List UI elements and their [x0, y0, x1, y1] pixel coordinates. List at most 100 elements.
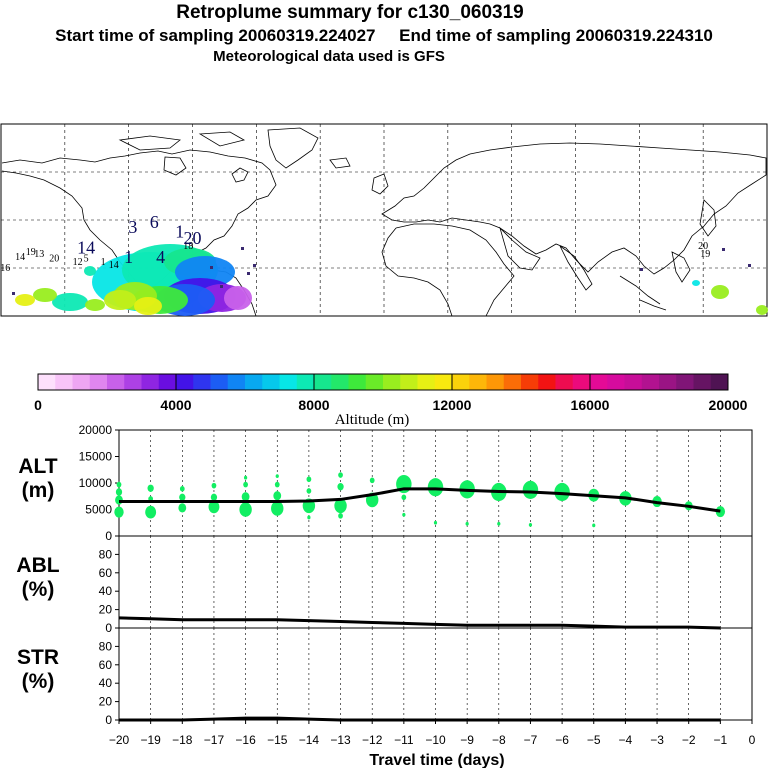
colorbar-swatch [314, 374, 332, 390]
cluster-label: 14 [15, 252, 25, 263]
plume-blob [224, 286, 252, 310]
x-tick-label: −17 [204, 733, 225, 747]
alt-panel: 0 5000 10000 15000 20000 ALT(m) [18, 423, 753, 543]
panel-label: (%) [22, 578, 55, 601]
panel-label: (m) [22, 479, 55, 502]
cluster-label-large: 1 [175, 222, 184, 242]
colorbar-swatch [383, 374, 401, 390]
colorbar-swatch [279, 374, 298, 390]
colorbar-swatch [434, 374, 453, 390]
altitude-point [306, 476, 312, 483]
y-tick-label: 10000 [79, 476, 113, 490]
plume-blob [52, 293, 88, 311]
figure-title: Retroplume summary for c130_060319 [176, 2, 524, 23]
cluster-label: 19 [26, 247, 36, 258]
colorbar-swatch [641, 374, 660, 390]
x-tick-label: −3 [650, 733, 664, 747]
y-tick-label: 15000 [79, 450, 113, 464]
x-tick-label: −6 [555, 733, 569, 747]
colorbar-swatch [555, 374, 574, 390]
colorbar-tick-label: 20000 [709, 397, 748, 413]
africa-coast [381, 223, 515, 317]
colorbar-swatch [38, 374, 56, 390]
x-tick-label: −5 [587, 733, 601, 747]
x-tick-label: −10 [425, 733, 446, 747]
str-panel: 0 20 40 60 80 STR(%) [17, 627, 753, 727]
start-value: 20060319.224027 [238, 26, 376, 45]
plume-dot [722, 248, 725, 251]
altitude-point [114, 506, 124, 518]
plume-blob [33, 288, 57, 302]
plume-dot [748, 264, 751, 267]
colorbar-panel: 0 4000 8000 12000 16000 20000 Altitude (m) [34, 373, 748, 428]
x-tick-label: −2 [682, 733, 696, 747]
arabia-coast [499, 226, 541, 271]
north-america-coast [1, 149, 277, 293]
altitude-point [554, 482, 570, 502]
cluster-label-large: 1 [124, 247, 133, 267]
panel-label: STR [17, 646, 59, 669]
cluster-label: 14 [109, 260, 119, 271]
y-tick-label: 20 [99, 603, 113, 617]
y-tick-label: 40 [99, 676, 113, 690]
x-axis: −20 −19 −18 −17 −16 −15 −14 −13 −12 −11 −10 −9 −8 −7−… [109, 720, 756, 768]
colorbar-swatch [55, 374, 73, 390]
hudson-bay-coast [163, 156, 187, 176]
altitude-point [338, 513, 343, 519]
colorbar-swatch [452, 374, 470, 390]
plume-blob [711, 285, 729, 299]
x-tick-label: −8 [492, 733, 506, 747]
colorbar-swatch [245, 374, 263, 390]
x-tick-label: −15 [267, 733, 288, 747]
plume-dot [241, 247, 244, 250]
x-tick-label: −4 [619, 733, 633, 747]
y-tick-label: 60 [99, 566, 113, 580]
plume-blob [692, 280, 700, 286]
colorbar-swatch [193, 374, 211, 390]
sampling-times: Start time of sampling 20060319.224027 E… [0, 26, 768, 46]
x-tick-label: −12 [362, 733, 383, 747]
x-tick-label: −13 [330, 733, 351, 747]
japan-coast [699, 199, 717, 237]
cluster-label: 12 [73, 257, 83, 268]
cluster-label: 20 [49, 254, 59, 265]
altitude-point [528, 522, 533, 527]
cluster-label-large: 14 [77, 238, 95, 258]
colorbar-tick-label: 16000 [571, 397, 610, 413]
x-tick-label: −11 [394, 733, 414, 747]
altitude-point [306, 488, 312, 494]
altitude-point [274, 481, 280, 488]
altitude-point [433, 520, 438, 525]
colorbar-swatch [89, 374, 108, 390]
altitude-point [115, 495, 123, 505]
end-label: End time of sampling [399, 26, 572, 45]
y-tick-label: 5000 [85, 503, 112, 517]
y-tick-label: 0 [105, 713, 112, 727]
altitude-point [147, 484, 154, 492]
altitude-point [179, 486, 185, 492]
x-tick-label: −16 [235, 733, 256, 747]
plume-blob [15, 294, 35, 306]
plume-dot [220, 285, 223, 288]
plume-dot [210, 266, 213, 269]
abl-panel: 0 20 40 60 80 ABL(%) [16, 535, 753, 635]
altitude-point [243, 481, 248, 488]
colorbar-swatch [176, 374, 194, 390]
cluster-label: 18 [183, 241, 193, 252]
x-tick-label: −19 [140, 733, 161, 747]
y-tick-label: 60 [99, 658, 113, 672]
altitude-point [401, 494, 407, 501]
colorbar-ticks: 0 4000 8000 12000 16000 20000 [34, 374, 748, 413]
altitude-point [307, 515, 311, 520]
colorbar-swatch [469, 374, 487, 390]
y-tick-label: 20000 [79, 423, 113, 437]
y-tick-label: 80 [99, 547, 113, 561]
altitude-point [715, 506, 726, 518]
time-series-panels: 05000100001500020000ALT(m)020406080ABL(%… [16, 423, 755, 768]
se-asia-coast [619, 275, 667, 311]
plume-dot [640, 268, 643, 271]
plume-dot [247, 272, 250, 275]
altitude-point [522, 480, 539, 499]
arctic-islands-coast [118, 131, 246, 151]
